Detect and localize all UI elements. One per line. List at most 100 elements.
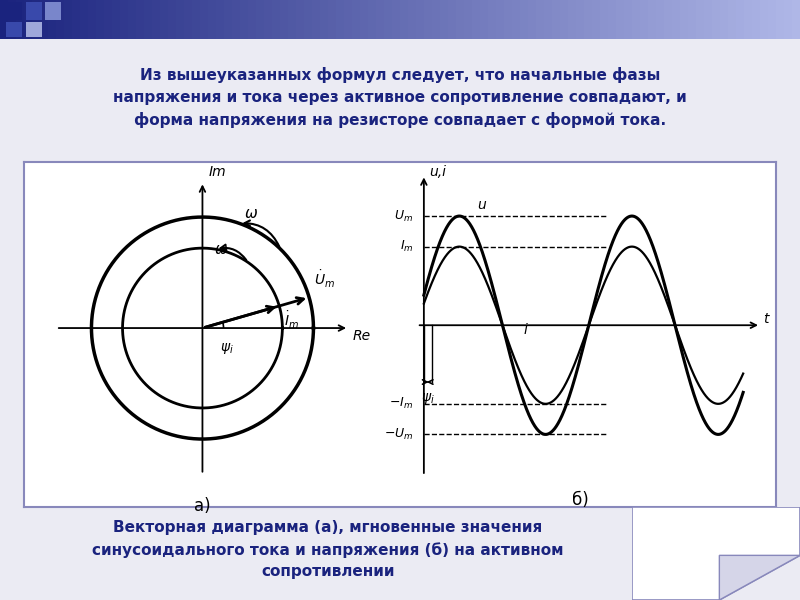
Bar [200, 0, 209, 39]
Bar [0, 0, 9, 39]
Text: Векторная диаграмма (а), мгновенные значения
синусоидального тока и напряжения (: Векторная диаграмма (а), мгновенные знач… [92, 520, 564, 579]
Bar [584, 0, 593, 39]
Bar [400, 0, 409, 39]
Bar [176, 0, 185, 39]
Bar [696, 0, 705, 39]
Bar [40, 0, 49, 39]
Bar [168, 0, 177, 39]
Polygon shape [632, 507, 800, 600]
Bar [496, 0, 505, 39]
Bar [328, 0, 337, 39]
Bar [648, 0, 657, 39]
Bar [768, 0, 777, 39]
Bar [576, 0, 585, 39]
Bar [26, 2, 42, 19]
Bar [520, 0, 529, 39]
Bar [552, 0, 561, 39]
Bar [320, 0, 329, 39]
Bar [560, 0, 569, 39]
Polygon shape [719, 556, 800, 600]
Bar [112, 0, 121, 39]
Bar [216, 0, 225, 39]
Text: u,i: u,i [429, 166, 446, 179]
Text: $\omega$: $\omega$ [244, 206, 258, 221]
Bar [288, 0, 297, 39]
Text: $U_m$: $U_m$ [394, 208, 414, 224]
Bar [312, 0, 321, 39]
Bar [32, 0, 41, 39]
Bar [432, 0, 441, 39]
Text: а): а) [194, 497, 210, 515]
Bar [256, 0, 265, 39]
Bar [592, 0, 601, 39]
Bar [128, 0, 137, 39]
Bar [568, 0, 577, 39]
Bar [104, 0, 113, 39]
Bar [56, 0, 65, 39]
Bar [720, 0, 729, 39]
Bar [45, 2, 61, 19]
Bar [632, 0, 641, 39]
Bar [64, 0, 73, 39]
Bar [704, 0, 713, 39]
Bar [248, 0, 257, 39]
Bar [24, 0, 33, 39]
Bar [368, 0, 377, 39]
Text: $-U_m$: $-U_m$ [384, 427, 414, 442]
Bar [640, 0, 649, 39]
Text: $I_m$: $I_m$ [400, 239, 414, 254]
Bar [224, 0, 233, 39]
Bar [472, 0, 481, 39]
Bar [512, 0, 521, 39]
Bar [456, 0, 465, 39]
Bar [544, 0, 553, 39]
Bar [48, 0, 57, 39]
Bar [360, 0, 369, 39]
Bar [536, 0, 545, 39]
Bar [72, 0, 81, 39]
Bar [528, 0, 537, 39]
Bar [376, 0, 385, 39]
Bar [464, 0, 473, 39]
Bar [304, 0, 313, 39]
Bar [232, 0, 241, 39]
Bar [440, 0, 449, 39]
Bar [728, 0, 737, 39]
Bar [344, 0, 353, 39]
Text: $\omega$: $\omega$ [214, 242, 228, 257]
Bar [416, 0, 425, 39]
Bar [264, 0, 273, 39]
Text: Im: Im [209, 166, 226, 179]
Text: u: u [477, 197, 486, 212]
Bar [608, 0, 617, 39]
Bar [600, 0, 609, 39]
Text: i: i [524, 323, 528, 337]
Bar [392, 0, 401, 39]
Bar [192, 0, 201, 39]
Bar [384, 0, 393, 39]
Text: $\psi_i$: $\psi_i$ [421, 391, 434, 406]
Bar [352, 0, 361, 39]
Text: Re: Re [352, 329, 370, 343]
Text: $\dot{U}_m$: $\dot{U}_m$ [314, 269, 334, 290]
Bar [792, 0, 800, 39]
Text: б): б) [571, 491, 588, 509]
Bar [672, 0, 681, 39]
Bar [160, 0, 169, 39]
Bar [688, 0, 697, 39]
Bar [6, 22, 22, 37]
Bar [752, 0, 761, 39]
Bar [8, 0, 17, 39]
Text: $\psi_i$: $\psi_i$ [220, 341, 234, 356]
Bar [272, 0, 281, 39]
Bar [240, 0, 249, 39]
Bar [26, 22, 42, 37]
Bar [144, 0, 153, 39]
Bar [480, 0, 489, 39]
Bar [120, 0, 129, 39]
Bar [712, 0, 721, 39]
Bar [88, 0, 97, 39]
Bar [784, 0, 793, 39]
Bar [504, 0, 513, 39]
Bar [488, 0, 497, 39]
